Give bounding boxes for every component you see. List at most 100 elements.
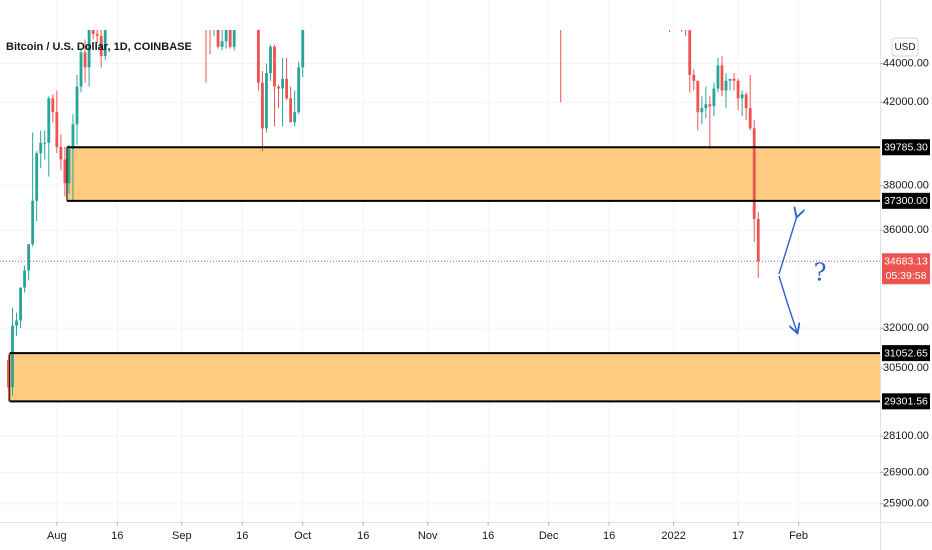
y-tick-label: 36000.00	[883, 224, 929, 236]
candle-body	[7, 359, 10, 388]
candle-body	[748, 108, 752, 129]
x-tick-label: 16	[236, 530, 248, 542]
candle-body	[216, 30, 220, 47]
x-tick-label: 16	[111, 530, 123, 542]
candle-body	[67, 149, 71, 184]
candle-body	[724, 80, 728, 91]
candle-body	[684, 30, 688, 31]
candle-body	[47, 98, 51, 143]
candle-body	[277, 86, 280, 89]
candle-body	[708, 104, 712, 107]
candle-body	[71, 124, 75, 150]
x-tick-label: 16	[357, 530, 369, 542]
zone-price-label: 37300.00	[884, 195, 928, 207]
last-price-label: 34683.13	[884, 256, 928, 268]
drawing-arrow-down	[778, 275, 797, 332]
candle-body	[692, 74, 696, 81]
candle-body	[51, 98, 55, 113]
last-price-box	[882, 253, 930, 285]
candle-body	[63, 159, 67, 184]
zone-price-label-box	[882, 345, 930, 362]
zone	[66, 147, 880, 201]
candle-body	[59, 146, 63, 160]
candle-body	[269, 46, 272, 74]
zone-price-label-box	[882, 393, 930, 410]
candle-body	[265, 73, 268, 129]
axes: 44000.00 42000.00 38000.00 36000.00 32000.00…	[47, 57, 930, 542]
zone	[9, 353, 881, 402]
x-tick-label: Sep	[172, 530, 192, 542]
candle-body	[728, 78, 732, 81]
candle-body	[720, 65, 724, 91]
zone-price-label: 29301.56	[884, 396, 928, 408]
candle-body	[281, 78, 284, 89]
candle-body	[35, 153, 39, 201]
x-tick-label: Nov	[418, 530, 438, 542]
candle-body	[704, 104, 708, 109]
candle-body	[732, 78, 736, 81]
candle-body	[39, 142, 43, 154]
candle-body	[261, 82, 264, 129]
y-tick-label: 42000.00	[883, 96, 929, 108]
candle-body	[285, 78, 289, 99]
candle-body	[744, 94, 748, 109]
currency-label[interactable]: USD	[894, 42, 915, 53]
y-tick-label: 38000.00	[883, 179, 929, 191]
y-tick-label: 44000.00	[883, 57, 929, 69]
countdown-label: 05:39:58	[886, 270, 927, 282]
x-tick-label: 16	[603, 530, 615, 542]
candle-body	[99, 35, 103, 57]
candle-body	[91, 30, 95, 34]
y-tick-label: 25900.00	[883, 498, 929, 510]
candle-body	[716, 65, 720, 89]
y-tick-label: 32000.00	[883, 322, 929, 334]
candle-body	[297, 67, 301, 113]
x-tick-label: 17	[732, 530, 744, 542]
candle-body	[273, 46, 276, 87]
candle-body	[103, 30, 107, 57]
y-tick-label: 28100.00	[883, 430, 929, 442]
candle-body	[43, 142, 47, 144]
x-tick-label: Feb	[789, 530, 808, 542]
candle-body	[11, 325, 14, 388]
candle-body	[27, 244, 31, 271]
zone-price-label: 31052.65	[884, 347, 928, 359]
x-tick-label: Oct	[294, 530, 311, 542]
candle-body	[87, 30, 91, 68]
candle-body	[712, 88, 716, 107]
chart-title: Bitcoin / U.S. Dollar, 1D, COINBASE	[6, 41, 192, 53]
zone-price-label: 39785.30	[884, 142, 928, 154]
zone-price-label-box	[882, 192, 930, 209]
candle-body	[95, 33, 99, 36]
x-tick-label: 2022	[661, 530, 685, 542]
candle-body	[220, 41, 224, 47]
candle-body	[756, 218, 760, 262]
candle-body	[289, 98, 293, 123]
candle-body	[688, 30, 692, 75]
candle-body	[696, 80, 700, 113]
candle-body	[293, 112, 297, 123]
candle-body	[224, 30, 228, 42]
candle-body	[75, 86, 79, 125]
currency-button[interactable]	[891, 37, 919, 57]
drawing-arrow-up	[778, 216, 797, 275]
candle-body	[19, 287, 22, 321]
candle-body	[55, 112, 59, 147]
x-tick-label: Dec	[539, 530, 559, 542]
candle-body	[23, 270, 27, 288]
x-tick-label: Aug	[47, 530, 67, 542]
candle-body	[232, 30, 236, 47]
candle-body	[736, 80, 740, 99]
zones	[9, 147, 881, 402]
candle-body	[83, 52, 87, 68]
overlay	[0, 146, 880, 403]
candle-body	[31, 200, 35, 245]
zone-price-label-box	[882, 139, 930, 156]
candle-body	[740, 94, 744, 99]
candles	[7, 30, 760, 402]
candle-body	[15, 320, 18, 326]
candle-body	[752, 128, 756, 219]
candle-body	[79, 52, 83, 87]
candle-body	[228, 30, 232, 47]
